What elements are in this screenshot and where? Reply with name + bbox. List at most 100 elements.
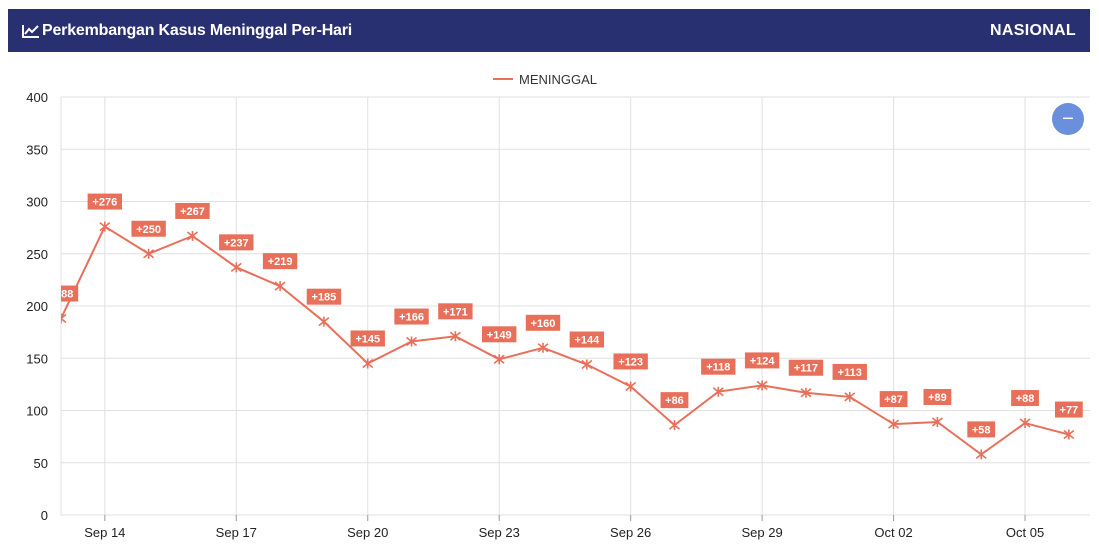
data-point[interactable]: [800, 387, 812, 398]
data-label-box: [525, 314, 561, 331]
data-point[interactable]: [756, 380, 768, 391]
x-tick-label: Oct 05: [1006, 525, 1044, 540]
legend-label: MENINGGAL: [519, 72, 597, 87]
x-tick-label: Sep 26: [610, 525, 651, 540]
x-tick-label: Sep 14: [84, 525, 125, 540]
data-label: +118: [706, 362, 730, 374]
data-label-box: [1054, 401, 1083, 418]
data-label-box: [879, 391, 908, 408]
data-label-box: [61, 285, 79, 302]
y-tick-label: 300: [26, 195, 48, 210]
data-label-box: [613, 353, 648, 370]
data-label: +185: [312, 292, 337, 304]
data-point[interactable]: [888, 419, 900, 430]
data-label: +250: [136, 224, 161, 236]
minus-icon: −: [1062, 107, 1074, 130]
data-label-box: [438, 303, 473, 320]
data-point[interactable]: [99, 221, 111, 232]
data-point[interactable]: [274, 281, 286, 292]
data-label-box: [306, 288, 342, 305]
data-label: +267: [180, 206, 205, 218]
y-tick-label: 50: [34, 456, 48, 471]
data-label: +87: [884, 394, 903, 406]
y-tick-label: 350: [26, 142, 48, 157]
data-label-box: [219, 234, 254, 251]
data-label: +188: [49, 289, 74, 301]
series-line: [61, 225, 1070, 456]
data-point[interactable]: [975, 449, 987, 460]
data-label-box: [262, 253, 298, 270]
data-point[interactable]: [625, 381, 637, 392]
y-tick-label: 200: [26, 299, 48, 314]
data-label: +124: [750, 355, 776, 367]
data-label-box: [482, 326, 517, 343]
zoom-out-button[interactable]: −: [1052, 103, 1084, 135]
data-label-box: [394, 308, 429, 325]
data-point[interactable]: [537, 342, 549, 353]
data-label-box: [832, 363, 867, 380]
data-label: +276: [92, 197, 117, 209]
data-point[interactable]: [143, 248, 155, 259]
data-label-box: [967, 421, 996, 438]
data-label: +219: [268, 256, 293, 268]
data-label: +160: [531, 318, 556, 330]
data-point[interactable]: [449, 331, 461, 342]
data-label: +144: [574, 335, 600, 347]
x-tick-label: Sep 29: [742, 525, 783, 540]
data-label: +237: [224, 237, 249, 249]
data-point[interactable]: [230, 262, 242, 273]
data-label: +171: [443, 306, 468, 318]
data-label-box: [923, 388, 952, 405]
data-label-box: [87, 193, 123, 210]
data-label-box: [1011, 390, 1039, 407]
data-label: +166: [399, 312, 424, 324]
data-label: +113: [838, 367, 862, 379]
data-label: +58: [972, 424, 991, 436]
data-label: +77: [1060, 405, 1079, 417]
data-label-box: [660, 392, 689, 409]
y-tick-label: 250: [26, 247, 48, 262]
chart-area: 0 50 100 150 200 250 300 350 400 Sep 14 Sep 17 Sep …: [0, 52, 1099, 554]
x-tick-label: Sep 23: [479, 525, 520, 540]
chart-title: Perkembangan Kasus Meninggal Per-Hari: [42, 21, 353, 39]
data-point[interactable]: [712, 386, 724, 397]
line-chart-icon: [22, 24, 40, 38]
data-label: +123: [618, 356, 643, 368]
data-point[interactable]: [1019, 418, 1031, 429]
data-point[interactable]: [1063, 429, 1075, 440]
chart-header: Perkembangan Kasus Meninggal Per-Hari NA…: [8, 9, 1090, 52]
data-point[interactable]: [362, 358, 374, 369]
x-tick-label: Oct 02: [874, 525, 912, 540]
data-point[interactable]: [668, 420, 680, 431]
data-point[interactable]: [844, 391, 856, 402]
y-tick-label: 0: [41, 508, 48, 523]
data-point[interactable]: [56, 313, 67, 324]
data-label-box: [744, 352, 780, 369]
data-label-box: [350, 330, 385, 347]
data-point[interactable]: [318, 316, 330, 327]
data-label-box: [701, 358, 736, 375]
header-title-group: Perkembangan Kasus Meninggal Per-Hari: [22, 22, 352, 40]
data-label: +86: [665, 395, 684, 407]
data-label: +149: [487, 329, 512, 341]
data-label-box: [131, 220, 166, 237]
y-tick-label: 100: [26, 404, 48, 419]
x-tick-label: Sep 17: [216, 525, 257, 540]
x-tick-label: Sep 20: [347, 525, 388, 540]
data-label: +117: [794, 363, 818, 375]
y-tick-label: 150: [26, 351, 48, 366]
data-point[interactable]: [581, 359, 593, 370]
region-label: NASIONAL: [990, 21, 1076, 39]
data-point[interactable]: [406, 336, 418, 347]
data-label: +88: [1016, 393, 1035, 405]
data-label-box: [569, 331, 605, 348]
y-tick-label: 400: [26, 90, 48, 105]
data-label-box: [788, 359, 824, 376]
data-label: +89: [928, 392, 947, 404]
data-point[interactable]: [931, 416, 943, 427]
data-point[interactable]: [186, 230, 198, 241]
data-label: +145: [355, 333, 380, 345]
line-chart: 0 50 100 150 200 250 300 350 400 Sep 14 Sep 17 Sep …: [26, 72, 1090, 540]
data-label-box: [175, 202, 210, 219]
data-point[interactable]: [493, 354, 505, 365]
